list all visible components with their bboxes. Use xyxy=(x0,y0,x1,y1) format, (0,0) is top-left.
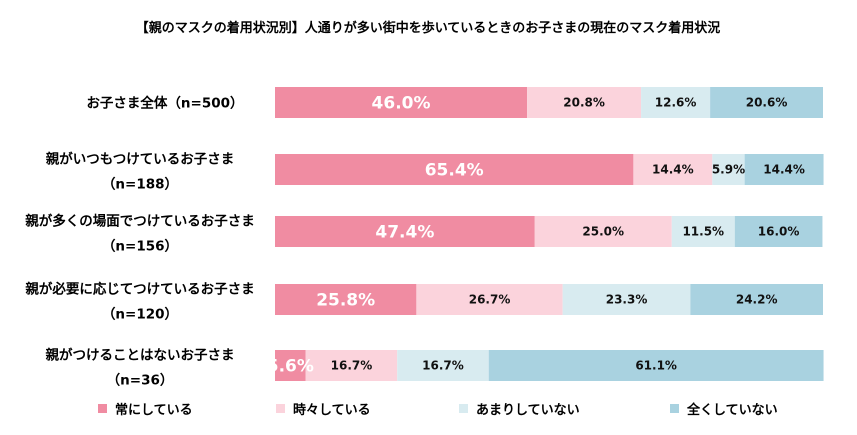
category-label: （n=188） xyxy=(102,177,178,193)
category-label: 親がつけることはないお子さま xyxy=(46,347,235,364)
data-label: 11.5% xyxy=(682,225,724,239)
data-label: 14.4% xyxy=(763,163,805,177)
bar-segment xyxy=(305,350,398,381)
legend-swatch xyxy=(670,404,679,413)
data-label: 16.0% xyxy=(758,225,800,239)
chart-title: 【親のマスクの着用状況別】人通りが多い街中を歩いているときのお子さまの現在のマス… xyxy=(136,20,721,36)
bar-segment xyxy=(690,284,823,315)
legend-label: あまりしていない xyxy=(476,403,580,418)
category-label: （n=120） xyxy=(102,307,178,323)
category-label: 親が必要に応じてつけているお子さま xyxy=(25,281,254,298)
bar-segment xyxy=(488,350,824,381)
data-label: 25.0% xyxy=(582,225,624,239)
data-label: 20.8% xyxy=(563,96,605,110)
category-label: （n=36） xyxy=(107,373,174,389)
bar-segment xyxy=(744,154,824,185)
data-label: 20.6% xyxy=(746,96,788,110)
data-label: 61.1% xyxy=(635,359,677,373)
bar-segment xyxy=(734,216,823,247)
data-label: 5.9% xyxy=(712,163,745,177)
bar-segment xyxy=(275,350,306,381)
legend-swatch xyxy=(276,404,285,413)
data-label: 25.8% xyxy=(316,291,375,311)
bar-segment xyxy=(275,154,634,185)
bar-segment xyxy=(641,87,711,118)
data-label: 26.7% xyxy=(469,293,511,307)
data-label: 24.2% xyxy=(736,293,778,307)
legend-swatch xyxy=(459,404,468,413)
bar-segment xyxy=(527,87,642,118)
category-label: （n=156） xyxy=(102,239,178,255)
bar-segment xyxy=(275,216,535,247)
data-label: 65.4% xyxy=(425,161,484,181)
data-label: 5.6% xyxy=(267,357,314,377)
data-label: 16.7% xyxy=(331,359,373,373)
legend-swatch xyxy=(98,404,107,413)
bar-segment xyxy=(275,284,417,315)
data-label: 14.4% xyxy=(652,163,694,177)
data-label: 47.4% xyxy=(375,223,434,243)
data-label: 23.3% xyxy=(606,293,648,307)
bar-segment xyxy=(562,284,691,315)
category-label: 親が多くの場面でつけているお子さま xyxy=(25,213,255,230)
data-labels: 46.0% 20.8% 12.6% 20.6% 65.4% 14.4% 5.9% 14.4% 4… xyxy=(267,94,805,377)
bar-segment xyxy=(275,87,528,118)
category-label: お子さま全体（n=500） xyxy=(86,95,243,112)
data-label: 16.7% xyxy=(422,359,464,373)
bar-segment xyxy=(633,154,713,185)
bar-segment xyxy=(671,216,735,247)
bar-segment xyxy=(712,154,745,185)
bars xyxy=(275,87,824,381)
legend-label: 時々している xyxy=(293,402,371,418)
data-label: 46.0% xyxy=(372,94,431,114)
category-label: 親がいつもつけているお子さま xyxy=(46,151,234,168)
legend-label: 常にしている xyxy=(115,402,193,418)
legend-label: 全くしていない xyxy=(686,402,778,418)
legend: 常にしている 時々している あまりしていない 全くしていない xyxy=(98,402,778,418)
bar-segment xyxy=(710,87,823,118)
bar-segment xyxy=(397,350,489,381)
bar-segment xyxy=(416,284,563,315)
bar-segment xyxy=(534,216,672,247)
category-labels: お子さま全体（n=500） 親がいつもつけているお子さま （n=188） 親が多くの場… xyxy=(25,95,255,389)
data-label: 12.6% xyxy=(655,96,697,110)
